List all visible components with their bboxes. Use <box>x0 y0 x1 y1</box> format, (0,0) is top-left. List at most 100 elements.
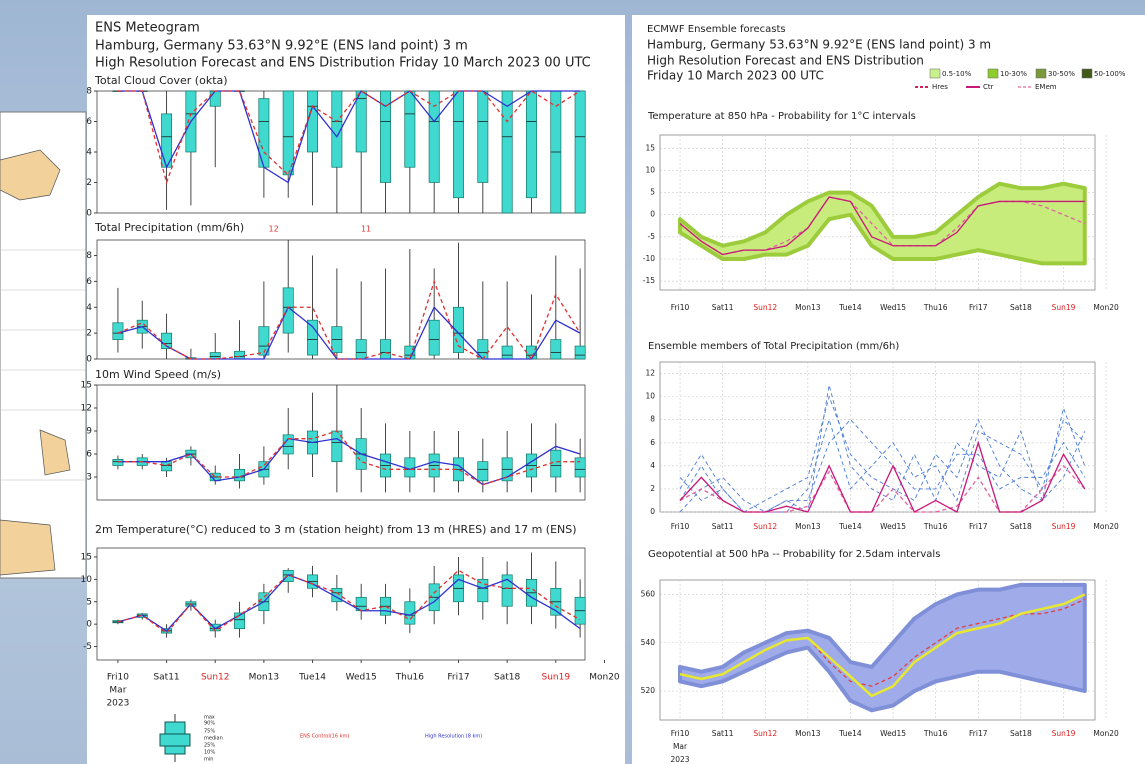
box-body <box>405 458 415 477</box>
y-tick-label: 10 <box>645 165 655 174</box>
box-body <box>478 579 488 601</box>
y-tick-label: 0 <box>86 209 92 219</box>
date-label: 2023 <box>106 699 129 709</box>
left-subtitle: Hamburg, Germany 53.63°N 9.92°E (ENS lan… <box>95 39 468 54</box>
y-tick-label: 12 <box>645 369 655 378</box>
y-tick-label: 6 <box>86 277 92 287</box>
x-tick-label: Fri17 <box>447 673 469 683</box>
map-fragment <box>0 112 86 578</box>
x-tick-label: Fri17 <box>969 729 988 738</box>
date-label: Mar <box>109 686 126 696</box>
x-tick-label: Fri10 <box>671 522 690 531</box>
box-body <box>551 450 561 477</box>
x-tick-label: Sat18 <box>494 673 520 683</box>
x-tick-label: Sun19 <box>542 673 571 683</box>
x-tick-label: Wed15 <box>880 729 906 738</box>
box-body <box>453 91 463 198</box>
y-tick-label: 5 <box>86 597 92 607</box>
date-label: 2023 <box>670 755 689 764</box>
y-tick-label: -5 <box>648 232 656 241</box>
x-tick-label: Sat18 <box>1010 303 1032 312</box>
x-tick-label: Mon13 <box>795 303 821 312</box>
x-tick-label: Wed15 <box>880 522 906 531</box>
y-tick-label: -10 <box>643 254 655 263</box>
x-tick-label: Sun19 <box>1052 522 1076 531</box>
y-tick-label: 10 <box>645 392 655 401</box>
left-title: ENS Meteogram <box>95 21 200 36</box>
legend-label: Hres <box>932 83 948 91</box>
legend-label: 10-30% <box>1000 70 1027 78</box>
x-tick-label: Mon20 <box>589 673 620 683</box>
box-body <box>575 458 585 477</box>
box-body <box>502 91 512 213</box>
right-subtitle: High Resolution Forecast and ENS Distrib… <box>647 54 924 68</box>
box-body <box>405 91 415 167</box>
y-tick-label: 15 <box>81 552 92 562</box>
box-body <box>526 91 536 198</box>
chart-title: 10m Wind Speed (m/s) <box>95 368 221 381</box>
box-body <box>113 323 123 340</box>
x-tick-label: Sat11 <box>712 303 734 312</box>
x-tick-label: Sat18 <box>1010 729 1032 738</box>
box-body <box>356 91 366 152</box>
x-tick-label: Wed15 <box>880 303 906 312</box>
legend-label: EMem <box>1035 83 1057 91</box>
box-body <box>234 469 244 481</box>
legend-label: Ctr <box>983 83 994 91</box>
x-tick-label: Fri17 <box>969 522 988 531</box>
y-tick-label: 4 <box>650 461 655 470</box>
x-tick-label: Mon20 <box>1093 522 1119 531</box>
x-tick-label: Fri17 <box>969 303 988 312</box>
x-tick-label: Sun12 <box>753 303 777 312</box>
chart-title: 2m Temperature(°C) reduced to 3 m (stati… <box>95 523 577 536</box>
box-body <box>356 340 366 359</box>
box-body <box>113 459 123 465</box>
x-tick-label: Mon13 <box>795 729 821 738</box>
chart-title: Total Precipitation (mm/6h) <box>94 221 244 234</box>
box-body <box>380 340 390 359</box>
y-tick-label: 6 <box>86 450 92 460</box>
box-body <box>283 435 293 454</box>
x-tick-label: Sun12 <box>201 673 230 683</box>
box-body <box>575 91 585 213</box>
x-tick-label: Sun12 <box>753 729 777 738</box>
plot-area <box>660 362 1095 512</box>
x-tick-label: Mon20 <box>1093 729 1119 738</box>
y-tick-label: 0 <box>650 507 655 516</box>
y-tick-label: 0 <box>86 355 92 365</box>
y-tick-label: 8 <box>86 87 92 97</box>
x-tick-label: Sat11 <box>712 729 734 738</box>
box-body <box>502 346 512 359</box>
box-body <box>161 462 171 471</box>
x-tick-label: Sun19 <box>1052 303 1076 312</box>
box-body <box>234 351 244 359</box>
y-tick-label: 2 <box>86 178 92 188</box>
chart-title: Ensemble members of Total Precipitation … <box>648 341 899 352</box>
legend-label: 75% <box>204 729 215 735</box>
left-subtitle: High Resolution Forecast and ENS Distrib… <box>95 56 591 71</box>
x-tick-label: Thu16 <box>923 303 948 312</box>
y-tick-label: 540 <box>641 638 656 647</box>
x-tick-label: Thu16 <box>923 522 948 531</box>
y-tick-label: 8 <box>650 415 655 424</box>
legend-swatch <box>1082 69 1092 78</box>
box-body <box>210 91 220 106</box>
screenshot: ENS Meteogram Hamburg, Germany 53.63°N 9… <box>0 0 1145 764</box>
y-tick-label: 560 <box>641 589 656 598</box>
chart-title: Total Cloud Cover (okta) <box>94 74 228 87</box>
y-tick-label: 4 <box>86 148 92 158</box>
x-tick-label: Thu16 <box>923 729 948 738</box>
y-tick-label: 0 <box>650 210 655 219</box>
box-body <box>551 340 561 359</box>
x-tick-label: Mon13 <box>795 522 821 531</box>
legend-label: 90% <box>204 721 215 727</box>
date-label: Mar <box>673 742 688 751</box>
legend-label: 25% <box>204 743 215 749</box>
annotation: 12 <box>269 225 279 234</box>
x-tick-label: Sun12 <box>753 522 777 531</box>
box-body <box>429 320 439 355</box>
legend-label: 0.5-10% <box>942 70 972 78</box>
y-tick-label: -15 <box>643 276 655 285</box>
y-tick-label: 520 <box>641 686 656 695</box>
y-tick-label: 12 <box>81 404 92 414</box>
